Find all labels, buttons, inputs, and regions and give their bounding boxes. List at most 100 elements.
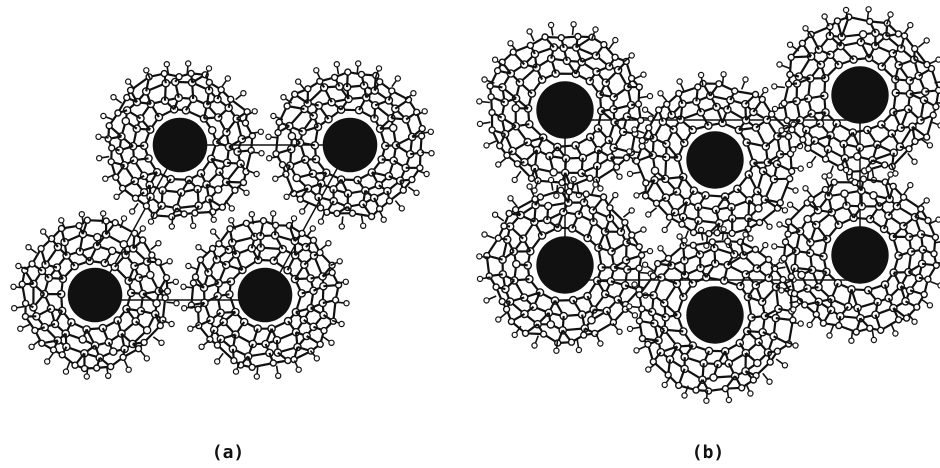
atom [629,232,635,238]
atom [662,382,667,387]
atom [933,104,939,110]
atom [614,164,620,170]
atom [381,217,386,222]
atom [101,211,106,216]
atom [646,125,652,131]
atom [807,162,812,167]
atom [793,343,798,348]
atom [820,320,826,326]
atom [822,187,828,193]
atom [901,194,907,200]
atom [225,76,230,81]
atom [655,261,661,267]
atom [345,69,351,75]
atom [569,339,575,345]
atom [936,217,940,222]
atom [356,61,361,66]
atom [218,87,224,93]
atom [409,177,415,183]
atom [802,302,808,308]
atom [157,323,163,329]
atom [11,284,16,289]
atom [198,257,204,263]
atom [774,348,780,354]
atom [504,306,510,312]
atom [622,219,628,225]
atom [29,261,35,267]
atom [537,194,543,200]
atom [276,119,282,125]
atom [140,237,146,243]
atom [636,101,642,107]
atom [550,169,557,176]
atom [676,90,682,96]
atom [725,238,731,244]
atom [807,322,812,327]
atom [787,72,793,78]
molecule [627,72,804,249]
atom [636,292,642,298]
atom [297,196,303,202]
atom [783,239,789,245]
atom [359,71,365,77]
atom [143,203,149,209]
atom [317,250,323,256]
atom [508,196,513,201]
atom [512,105,519,112]
molecule [477,177,654,354]
atom [164,62,169,67]
atom [798,321,803,326]
atom [658,246,663,251]
atom [314,356,319,361]
atom [243,169,249,175]
atom [571,22,576,27]
atom [484,298,489,303]
atom [477,276,482,281]
atom [173,279,178,284]
atom [280,162,286,168]
atom [206,66,211,71]
atom [766,257,772,263]
molecule [772,7,940,184]
atom [636,318,642,324]
atom [924,198,929,203]
atom [710,374,717,381]
core [536,236,593,293]
atom [126,79,131,84]
atom [390,124,397,131]
atom [109,145,115,151]
atom [779,288,784,293]
atom [798,271,805,278]
atom [211,217,216,222]
atom [63,369,68,374]
atom [632,313,637,318]
atom [739,385,745,391]
atom [493,212,498,217]
atom [59,218,64,223]
atom [414,190,419,195]
atom [691,230,697,236]
atom [627,149,632,154]
atom [38,246,44,252]
atom [581,332,587,338]
atom [369,214,375,220]
atom [144,68,149,73]
atom [921,292,927,298]
atom [927,303,932,308]
atom [849,338,854,343]
atom [477,121,482,126]
atom [641,227,646,232]
atom [243,120,249,126]
atom [779,128,784,133]
atom [499,299,505,305]
core [153,118,208,173]
atom [422,109,427,114]
atom [772,84,777,89]
atom [59,352,65,358]
atom [254,171,259,176]
atom [249,212,254,217]
atom [229,218,234,223]
atom [32,327,38,333]
atom [679,221,685,227]
atom [270,360,276,366]
